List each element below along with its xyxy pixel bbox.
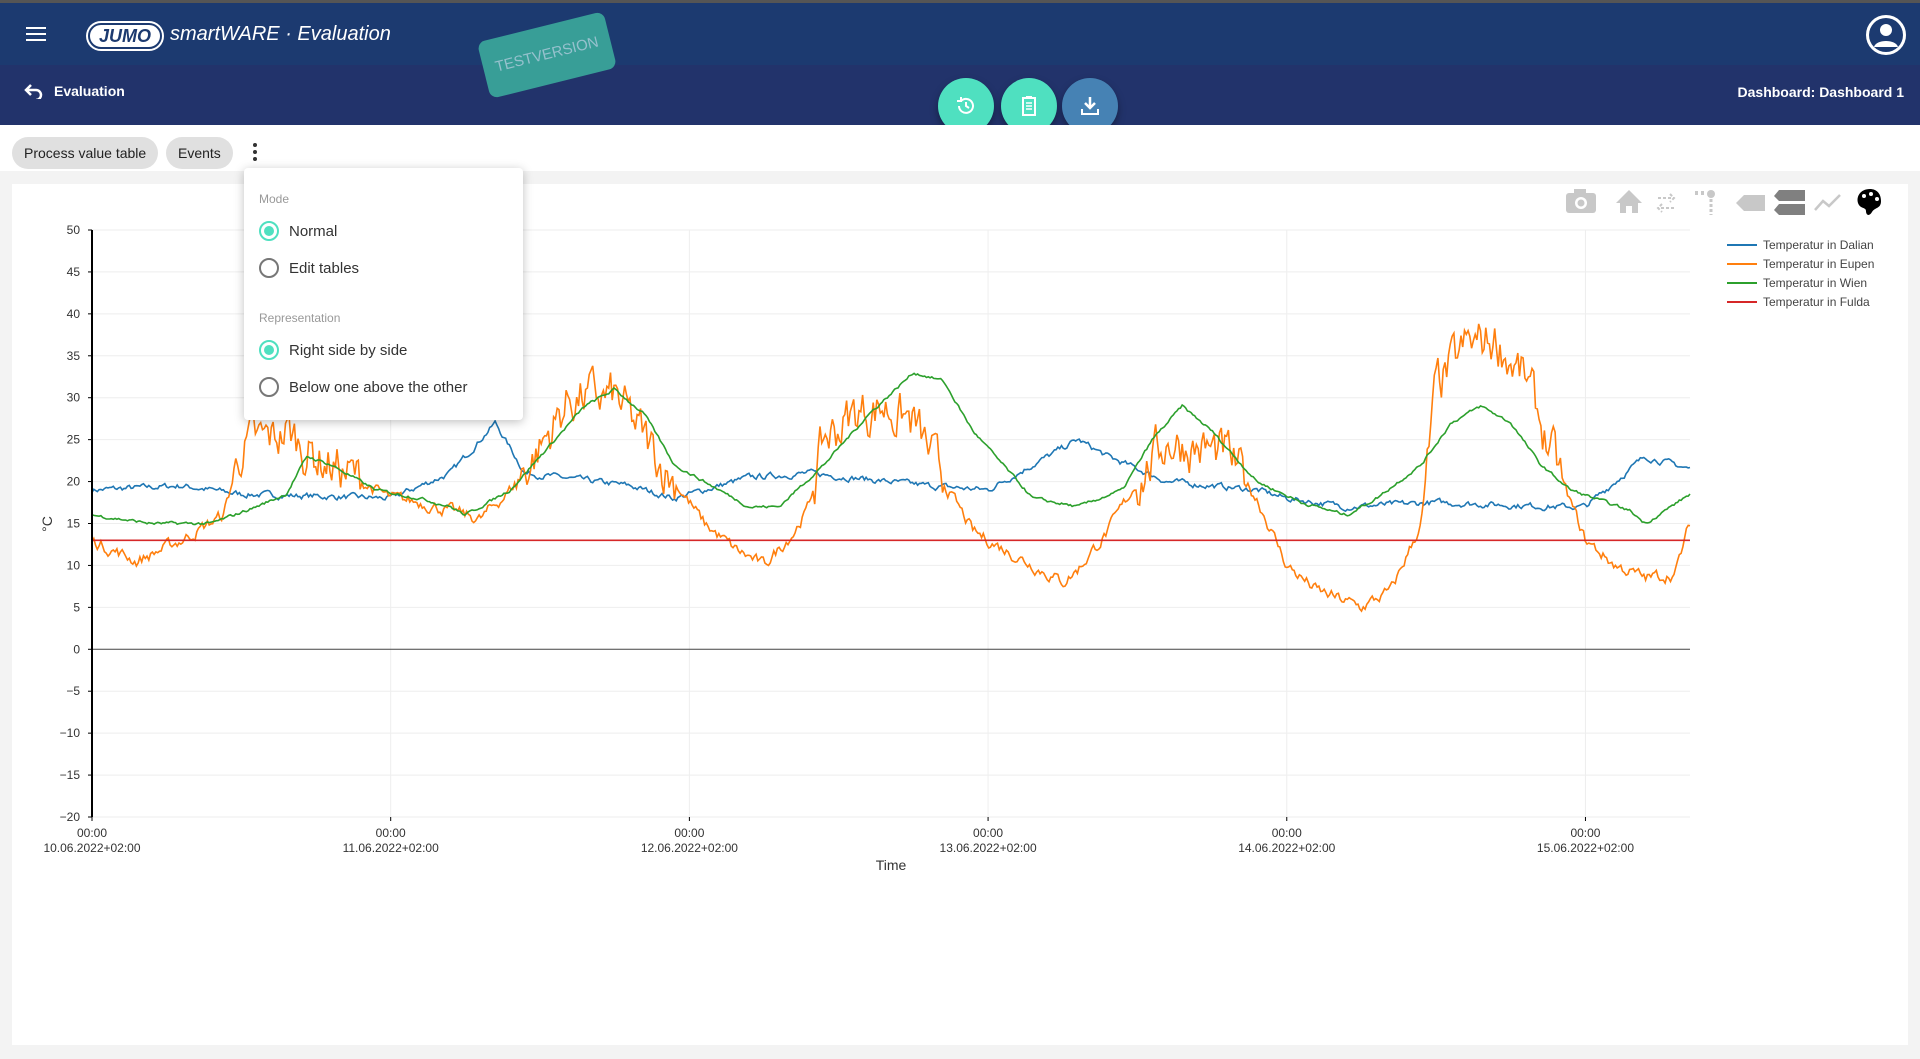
chart-modebar (1566, 189, 1881, 215)
hover-closest-icon[interactable] (1736, 195, 1765, 211)
radio-checked-icon (259, 340, 279, 360)
y-tick-label: 45 (67, 265, 81, 279)
radio-label: Edit tables (289, 259, 360, 277)
legend-label: Temperatur in Fulda (1763, 295, 1870, 309)
x-tick-time: 00:00 (376, 826, 406, 840)
events-chip[interactable]: Events (166, 137, 233, 169)
x-tick-time: 00:00 (77, 826, 107, 840)
clipboard-icon (1022, 96, 1036, 116)
legend-item[interactable]: Temperatur in Fulda (1727, 295, 1870, 309)
y-tick-label: −5 (66, 684, 80, 698)
dashboard-label: Dashboard: Dashboard 1 (1737, 84, 1904, 100)
radio-label: Right side by side (289, 341, 408, 359)
home-icon[interactable] (1616, 190, 1642, 213)
back-button[interactable]: Evaluation (24, 83, 125, 99)
download-icon (1081, 97, 1099, 115)
x-tick-time: 00:00 (1570, 826, 1600, 840)
y-tick-label: 35 (67, 349, 81, 363)
radio-label: Below one above the other (289, 378, 468, 396)
jumo-logo: JUMO (88, 23, 162, 49)
y-tick-label: −15 (60, 768, 81, 782)
y-tick-label: 0 (73, 642, 80, 656)
y-tick-label: 20 (67, 475, 81, 489)
series-line-temperatur-in-eupen (91, 323, 1691, 613)
line-chart-toggle-icon[interactable] (1814, 194, 1841, 211)
y-axis-title: °C (39, 516, 55, 532)
process-value-table-chip[interactable]: Process value table (12, 137, 159, 169)
x-tick-date: 12.06.2022+02:00 (641, 841, 738, 855)
y-tick-label: 25 (67, 433, 81, 447)
radio-right-side-by-side[interactable]: Right side by side (259, 340, 407, 360)
x-tick-time: 00:00 (973, 826, 1003, 840)
mode-heading: Mode (259, 192, 290, 206)
y-tick-label: 30 (67, 391, 81, 405)
radio-unchecked-icon (259, 377, 279, 397)
x-tick-time: 00:00 (1272, 826, 1302, 840)
y-tick-label: −20 (60, 810, 81, 824)
radio-unchecked-icon (259, 258, 279, 278)
x-tick-date: 11.06.2022+02:00 (343, 841, 440, 855)
y-tick-label: 40 (67, 307, 81, 321)
representation-heading: Representation (259, 311, 341, 325)
download-button[interactable] (1062, 78, 1118, 134)
radio-below-one-above-other[interactable]: Below one above the other (259, 377, 467, 397)
app-header: JUMO smartWARE · Evaluation (0, 0, 1920, 65)
back-arrow-icon (24, 84, 43, 99)
legend-item[interactable]: Temperatur in Dalian (1727, 238, 1874, 252)
radio-normal[interactable]: Normal (259, 221, 337, 241)
x-tick-date: 10.06.2022+02:00 (43, 841, 140, 855)
temperature-chart: 50454035302520151050−5−10−15−2000:0010.0… (39, 189, 1881, 873)
legend-label: Temperatur in Eupen (1763, 257, 1874, 271)
x-tick-date: 15.06.2022+02:00 (1537, 841, 1634, 855)
back-label: Evaluation (54, 83, 125, 99)
view-options-menu: Mode Normal Edit tables Representation R… (244, 168, 523, 420)
user-avatar-icon[interactable] (1866, 15, 1906, 55)
x-tick-date: 13.06.2022+02:00 (940, 841, 1037, 855)
hamburger-menu-icon[interactable] (26, 27, 46, 43)
legend-item[interactable]: Temperatur in Eupen (1727, 257, 1874, 271)
x-tick-date: 14.06.2022+02:00 (1238, 841, 1335, 855)
app-title: smartWARE · Evaluation (170, 23, 391, 45)
legend-label: Temperatur in Dalian (1763, 238, 1874, 252)
legend-label: Temperatur in Wien (1763, 276, 1867, 290)
legend-item[interactable]: Temperatur in Wien (1727, 276, 1867, 290)
y-tick-label: −10 (60, 726, 81, 740)
x-axis-title: Time (876, 857, 907, 873)
y-tick-label: 10 (67, 558, 81, 572)
more-options-icon[interactable] (250, 143, 260, 165)
radio-edit-tables[interactable]: Edit tables (259, 258, 359, 278)
y-tick-label: 50 (67, 223, 81, 237)
history-icon (957, 97, 974, 114)
spike-lines-icon[interactable] (1695, 190, 1715, 215)
palette-icon[interactable] (1857, 189, 1882, 215)
view-toolbar: Process value table Events (0, 125, 1920, 171)
y-tick-label: 15 (67, 517, 81, 531)
x-tick-time: 00:00 (674, 826, 704, 840)
history-button[interactable] (938, 78, 994, 134)
camera-icon[interactable] (1566, 189, 1596, 213)
radio-label: Normal (289, 222, 338, 240)
autoscale-arrows-icon[interactable] (1656, 193, 1676, 213)
series-line-temperatur-in-wien (91, 372, 1691, 526)
report-button[interactable] (1001, 78, 1057, 134)
y-tick-label: 5 (73, 600, 80, 614)
hover-compare-icon[interactable] (1774, 190, 1805, 215)
radio-checked-icon (259, 221, 279, 241)
